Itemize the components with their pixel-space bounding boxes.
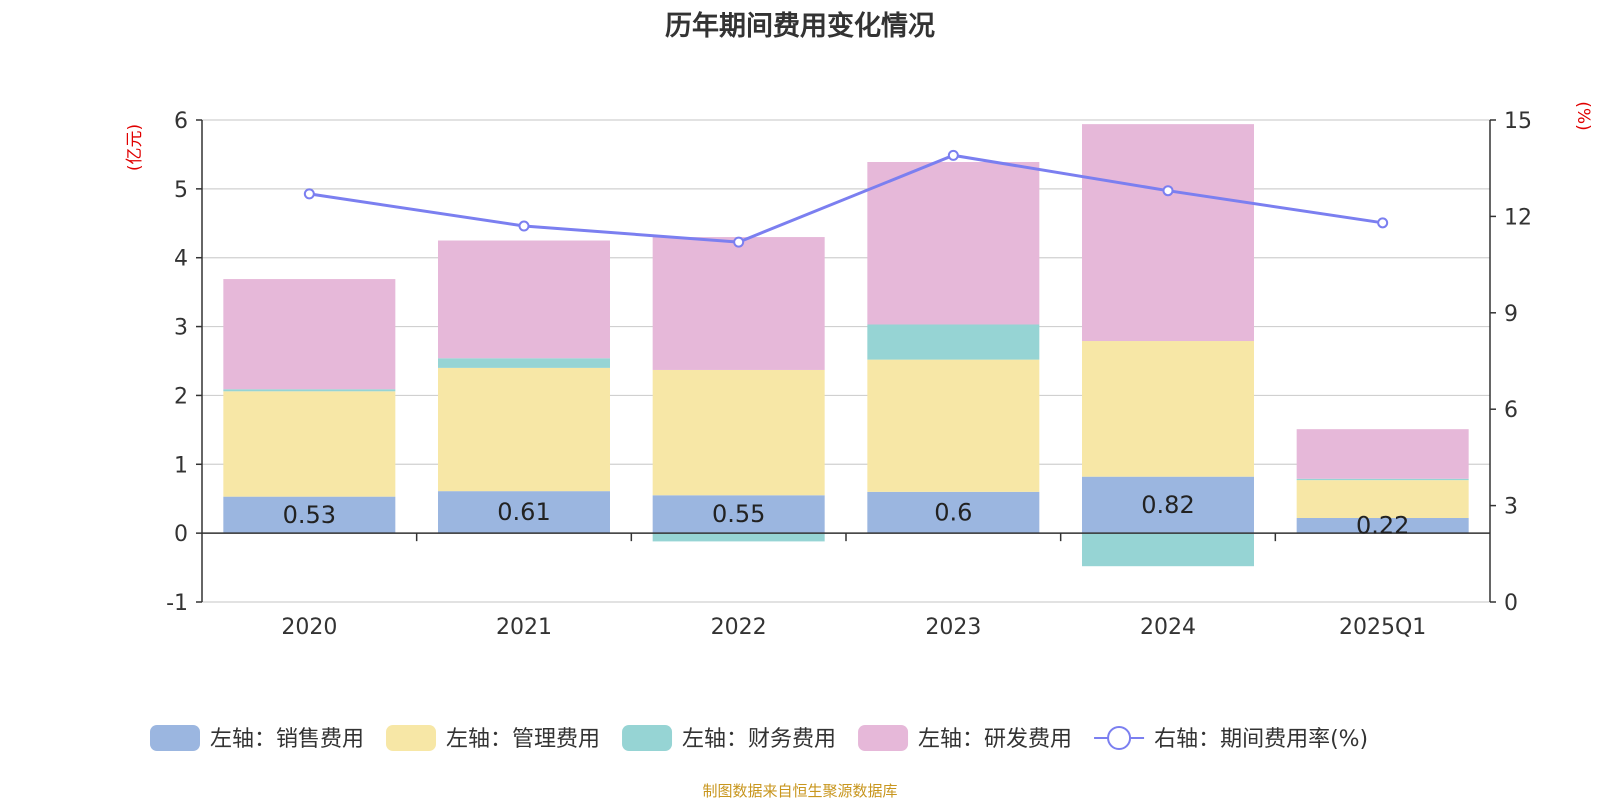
y-left-tick-label: 4 <box>174 247 188 272</box>
data-label: 0.55 <box>712 500 765 528</box>
bar-segment <box>867 359 1040 492</box>
bar-segment <box>1296 429 1469 479</box>
bar-segment <box>652 237 825 370</box>
legend-label: 左轴：研发费用 <box>918 727 1072 752</box>
bar-segment <box>867 491 1040 534</box>
x-tick-label: 2022 <box>711 615 767 640</box>
legend-label: 右轴：期间费用率(%) <box>1154 727 1368 752</box>
legend-swatch <box>150 725 200 751</box>
x-tick-label: 2021 <box>496 615 552 640</box>
legend-label: 左轴：财务费用 <box>682 727 836 752</box>
rate-point <box>303 188 315 200</box>
bar-segment <box>223 496 396 534</box>
rate-point <box>518 220 530 232</box>
bar-segment <box>1082 533 1254 567</box>
data-label: 0.53 <box>283 501 336 529</box>
bar-segment <box>223 391 396 497</box>
legend-label: 左轴：管理费用 <box>446 727 600 752</box>
y-right-tick-label: 15 <box>1504 109 1532 134</box>
bar-segment <box>438 491 610 534</box>
legend-swatch <box>1107 726 1132 750</box>
data-label: 0.22 <box>1356 512 1409 540</box>
y-left-tick-label: -1 <box>166 591 188 616</box>
bar-segment <box>438 367 610 492</box>
bar-segment <box>223 279 396 390</box>
y-right-axis-label: (%) <box>1573 101 1593 130</box>
bar-segment <box>223 389 396 392</box>
data-label: 0.6 <box>934 498 972 526</box>
x-tick-label: 2020 <box>281 615 337 640</box>
source-note: 制图数据来自恒生聚源数据库 <box>702 782 898 800</box>
y-left-axis-label: (亿元) <box>125 124 145 171</box>
rate-point <box>1162 185 1174 197</box>
bar-segment <box>438 358 610 368</box>
y-left-tick-label: 1 <box>174 453 188 478</box>
y-right-tick-label: 3 <box>1504 495 1518 520</box>
bar-segment <box>652 369 825 496</box>
bar-segment <box>652 533 825 542</box>
rate-line <box>309 153 1383 244</box>
y-right-tick-label: 12 <box>1504 205 1532 230</box>
bar-segment <box>867 324 1040 360</box>
y-right-tick-label: 9 <box>1504 302 1518 327</box>
bar-segment <box>1082 476 1254 534</box>
y-left-tick-label: 6 <box>174 109 188 134</box>
data-label: 0.61 <box>497 498 550 526</box>
y-right-tick-label: 0 <box>1504 591 1518 616</box>
legend-swatch <box>386 725 437 751</box>
y-left-tick-label: 5 <box>174 178 188 203</box>
y-right-tick-label: 6 <box>1504 398 1518 423</box>
bar-segment <box>1082 341 1254 477</box>
y-left-tick-label: 2 <box>174 384 188 409</box>
x-tick-label: 2023 <box>925 615 981 640</box>
bar-segment <box>1082 124 1254 342</box>
rate-point <box>947 149 959 161</box>
rate-point <box>733 236 745 248</box>
rate-point <box>1377 217 1389 229</box>
data-label: 0.82 <box>1141 491 1194 519</box>
bar-segment <box>438 240 610 359</box>
bar-segment <box>1296 480 1469 518</box>
legend-swatch <box>622 725 673 751</box>
bar-segment <box>867 162 1040 325</box>
bar-segment <box>1296 478 1469 481</box>
y-left-tick-label: 3 <box>174 316 188 341</box>
x-tick-label: 2025Q1 <box>1339 615 1426 640</box>
x-tick-label: 2024 <box>1140 615 1196 640</box>
legend-label: 左轴：销售费用 <box>210 727 364 752</box>
bar-segment <box>1296 517 1469 534</box>
bar-segment <box>652 495 825 534</box>
chart-title: 历年期间费用变化情况 <box>665 11 935 42</box>
y-left-tick-label: 0 <box>174 522 188 547</box>
legend-swatch <box>858 725 909 751</box>
